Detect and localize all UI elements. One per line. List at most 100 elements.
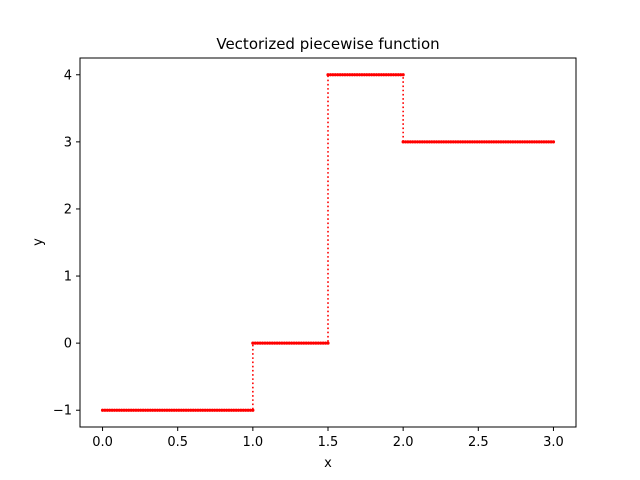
y-tick-label: −1	[53, 404, 72, 419]
data-point	[465, 140, 470, 144]
data-point	[389, 73, 393, 77]
data-point	[136, 408, 140, 412]
data-point	[477, 140, 482, 144]
data-point	[430, 140, 434, 144]
data-point	[461, 140, 465, 144]
data-point	[525, 140, 529, 144]
data-point	[432, 140, 436, 144]
x-tick-label: 1.5	[318, 435, 339, 450]
data-point	[338, 73, 342, 77]
data-point	[360, 73, 364, 77]
data-point	[270, 341, 274, 345]
data-point	[377, 73, 381, 77]
data-point	[174, 408, 179, 412]
data-point	[473, 140, 477, 144]
data-point	[253, 341, 257, 345]
data-point	[275, 341, 279, 345]
data-point	[201, 408, 205, 412]
data-point	[343, 73, 347, 77]
data-point	[304, 341, 308, 345]
data-point	[225, 408, 229, 412]
data-point	[516, 140, 520, 144]
segment-1-markers	[100, 408, 255, 412]
data-point	[482, 140, 486, 144]
data-point	[170, 408, 174, 412]
data-point	[258, 341, 262, 345]
data-point	[186, 408, 191, 412]
data-point	[236, 408, 241, 412]
data-point	[321, 341, 325, 345]
data-point	[256, 341, 260, 345]
data-point	[196, 408, 200, 412]
data-point	[263, 341, 267, 345]
data-point	[470, 140, 474, 144]
data-point	[532, 140, 536, 144]
data-point	[411, 140, 415, 144]
data-point	[544, 140, 548, 144]
data-point	[487, 140, 491, 144]
data-point	[108, 408, 112, 412]
data-point	[401, 73, 405, 77]
y-tick-label: 1	[64, 270, 72, 285]
data-point	[319, 341, 323, 345]
data-point	[314, 341, 318, 345]
data-point	[160, 408, 164, 412]
data-point	[511, 140, 515, 144]
plot-area	[100, 73, 556, 412]
data-point	[551, 140, 556, 144]
segment-3-markers	[326, 73, 405, 77]
data-point	[367, 73, 371, 77]
data-point	[165, 408, 169, 412]
data-point	[406, 140, 410, 144]
data-point	[205, 408, 210, 412]
data-point	[105, 408, 109, 412]
data-point	[143, 408, 148, 412]
data-point	[251, 341, 255, 345]
data-point	[309, 341, 313, 345]
data-point	[427, 140, 431, 144]
data-point	[542, 140, 546, 144]
data-point	[124, 408, 128, 412]
data-point	[340, 73, 345, 77]
data-point	[203, 408, 207, 412]
data-point	[379, 73, 383, 77]
data-point	[182, 408, 186, 412]
data-point	[408, 140, 412, 144]
data-point	[348, 73, 352, 77]
data-point	[456, 140, 460, 144]
data-point	[141, 408, 145, 412]
data-point	[117, 408, 121, 412]
data-point	[489, 140, 494, 144]
data-point	[294, 341, 299, 345]
data-point	[480, 140, 484, 144]
data-point	[122, 408, 126, 412]
data-point	[110, 408, 114, 412]
data-point	[539, 140, 544, 144]
data-point	[232, 408, 236, 412]
data-point	[277, 341, 282, 345]
x-tick-label: 3.0	[543, 435, 564, 450]
data-point	[355, 73, 359, 77]
data-point	[326, 341, 330, 345]
data-point	[504, 140, 508, 144]
data-point	[146, 408, 150, 412]
data-point	[139, 408, 143, 412]
x-axis-label: x	[324, 456, 332, 471]
data-point	[439, 140, 443, 144]
data-point	[184, 408, 188, 412]
data-point	[260, 341, 265, 345]
data-point	[311, 341, 316, 345]
data-point	[189, 408, 193, 412]
data-point	[153, 408, 157, 412]
data-point	[537, 140, 541, 144]
data-point	[151, 408, 155, 412]
data-point	[345, 73, 349, 77]
data-point	[239, 408, 243, 412]
data-point	[120, 408, 124, 412]
data-point	[172, 408, 176, 412]
data-point	[523, 140, 527, 144]
data-point	[134, 408, 138, 412]
data-point	[282, 341, 286, 345]
